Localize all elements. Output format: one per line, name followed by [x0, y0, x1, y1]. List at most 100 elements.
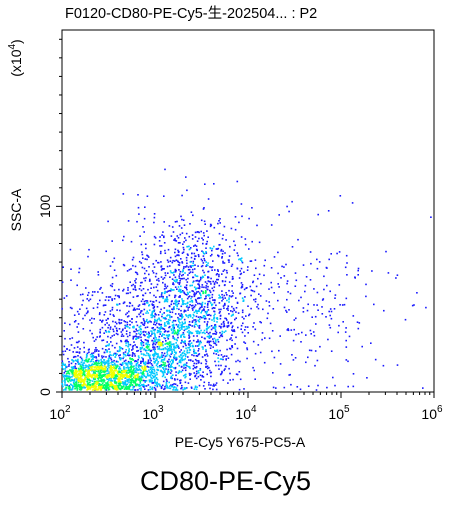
event-dot: [201, 310, 203, 313]
event-dot: [109, 353, 111, 356]
event-dot: [135, 289, 137, 291]
event-dot: [292, 359, 295, 361]
event-dot: [158, 383, 160, 385]
event-dot: [202, 255, 205, 257]
event-dot: [161, 352, 163, 354]
event-dot: [134, 382, 137, 385]
event-dot: [173, 239, 175, 241]
event-dot: [77, 362, 80, 364]
event-dot: [102, 373, 105, 376]
event-dot: [180, 354, 182, 356]
event-dot: [164, 272, 167, 274]
event-dot: [118, 322, 121, 325]
event-dot: [151, 388, 153, 390]
event-dot: [84, 378, 87, 381]
event-dot: [129, 320, 131, 322]
event-dot: [172, 283, 175, 286]
event-dot: [195, 301, 198, 303]
event-dot: [174, 251, 176, 254]
event-dot: [221, 290, 223, 292]
event-dot: [169, 366, 171, 369]
event-dot: [106, 351, 108, 353]
event-dot: [110, 341, 112, 343]
event-dot: [82, 317, 84, 320]
event-dot: [159, 236, 161, 238]
event-dot: [204, 354, 206, 357]
event-dot: [63, 377, 66, 380]
event-dot: [385, 250, 387, 253]
event-dot: [188, 272, 191, 274]
event-dot: [278, 286, 280, 288]
event-dot: [148, 348, 151, 351]
event-dot: [76, 389, 79, 391]
event-dot: [217, 278, 219, 281]
event-dot: [117, 371, 120, 374]
event-dot: [188, 329, 190, 332]
event-dot: [212, 260, 214, 262]
event-dot: [126, 364, 129, 366]
event-dot: [76, 370, 79, 372]
event-dot: [166, 373, 168, 375]
event-dot: [279, 363, 282, 365]
event-dot: [65, 378, 68, 381]
event-dot: [218, 244, 220, 246]
event-dot: [217, 364, 220, 367]
event-dot: [188, 336, 191, 338]
event-dot: [183, 291, 185, 294]
event-dot: [198, 231, 200, 234]
event-dot: [288, 374, 290, 376]
event-dot: [180, 313, 183, 315]
event-dot: [94, 350, 96, 353]
event-dot: [130, 362, 132, 365]
event-dot: [158, 296, 161, 298]
event-dot: [179, 351, 181, 353]
event-dot: [198, 372, 200, 374]
event-dot: [157, 314, 160, 316]
event-dot: [184, 381, 187, 384]
event-dot: [165, 355, 168, 357]
event-dot: [186, 245, 188, 248]
event-dot: [326, 284, 328, 287]
event-dot: [194, 319, 197, 321]
event-dot: [75, 387, 78, 389]
event-dot: [232, 313, 234, 316]
event-dot: [200, 290, 203, 292]
event-dot: [371, 270, 373, 272]
event-dot: [108, 362, 110, 365]
event-dot: [309, 279, 312, 281]
event-dot: [226, 299, 228, 302]
event-dot: [291, 354, 293, 356]
event-dot: [198, 384, 201, 387]
event-dot: [339, 304, 341, 306]
event-dot: [185, 364, 188, 367]
event-dot: [239, 270, 241, 272]
event-dot: [111, 361, 114, 364]
chart-title: F0120-CD80-PE-Cy5-生-202504... : P2: [65, 5, 317, 22]
event-dot: [151, 354, 154, 356]
event-dot: [224, 297, 226, 299]
event-dot: [179, 233, 182, 236]
event-dot: [156, 373, 158, 376]
event-dot: [151, 371, 154, 373]
event-dot: [151, 313, 153, 315]
event-dot: [138, 387, 141, 390]
event-dot: [178, 347, 180, 349]
event-dot: [157, 361, 160, 363]
event-dot: [163, 235, 165, 238]
event-dot: [193, 245, 195, 247]
event-dot: [241, 331, 244, 334]
event-dot: [99, 373, 102, 375]
event-dot: [190, 211, 193, 213]
event-dot: [208, 294, 211, 297]
event-dot: [242, 300, 244, 302]
event-dot: [74, 373, 77, 375]
event-dot: [150, 283, 153, 285]
event-dot: [129, 324, 131, 326]
event-dot: [195, 310, 197, 313]
event-dot: [206, 288, 209, 291]
event-dot: [142, 373, 145, 375]
event-dot: [100, 368, 103, 370]
event-dot: [125, 363, 128, 365]
event-dot: [347, 360, 349, 363]
event-dot: [64, 350, 67, 352]
